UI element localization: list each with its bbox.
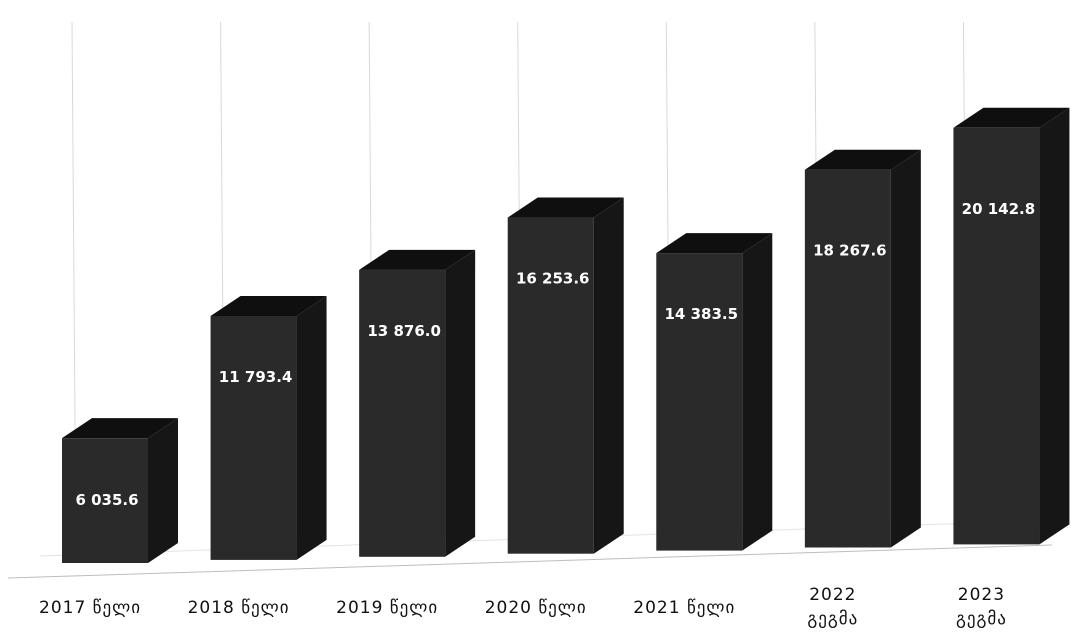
bar — [656, 233, 773, 551]
bar — [804, 149, 921, 548]
bar-side-face — [593, 197, 624, 554]
floor-front-edge — [7, 544, 1053, 579]
category-label-line: 2023 — [958, 585, 1005, 605]
bar-top-face — [804, 149, 921, 170]
category-label: 2019 წელი — [336, 598, 438, 618]
category-label: 2018 წელი — [188, 598, 290, 618]
bar-side-face — [296, 295, 327, 560]
category-label-line: გეგმა — [956, 609, 1007, 629]
category-label: 2023 გეგმა — [956, 585, 1007, 629]
bar-side-face — [890, 149, 921, 548]
bar-front-face — [656, 253, 743, 551]
bar-top-face — [656, 233, 773, 254]
bar — [953, 107, 1070, 545]
bar-front-face — [62, 438, 148, 563]
category-label-line: 2017 წელი — [39, 598, 141, 618]
bar-top-face — [359, 249, 476, 270]
bar-front-face — [359, 269, 446, 557]
bar-side-face — [1039, 107, 1070, 545]
category-label: 2017 წელი — [39, 598, 141, 618]
bar-side-face — [445, 249, 476, 557]
bar — [210, 295, 327, 560]
category-label: 2021 წელი — [633, 598, 735, 618]
bars — [62, 107, 1070, 563]
bar-side-face — [148, 418, 178, 563]
category-label-line: 2022 — [809, 585, 856, 605]
category-label-line: 2021 წელი — [633, 598, 735, 618]
category-label-line: 2020 წელი — [485, 598, 587, 618]
category-label-line: 2019 წელი — [336, 598, 438, 618]
data-label: 11 793.4 — [219, 368, 293, 386]
category-label: 2020 წელი — [485, 598, 587, 618]
category-label-line: 2018 წელი — [188, 598, 290, 618]
bar — [507, 197, 624, 554]
bar — [359, 249, 476, 557]
data-label: 16 253.6 — [516, 270, 590, 288]
data-label: 14 383.5 — [665, 305, 739, 323]
bar-top-face — [507, 197, 624, 218]
category-label: 2022 გეგმა — [807, 585, 858, 629]
data-label: 18 267.6 — [813, 242, 887, 260]
category-labels: 2017 წელი 2018 წელი 2019 წელი 2020 წელი 2021… — [39, 585, 1007, 629]
bar-front-face — [507, 217, 594, 554]
data-label: 6 035.6 — [75, 491, 138, 509]
bar — [62, 418, 178, 563]
bar-side-face — [742, 233, 773, 551]
bar-top-face — [953, 107, 1070, 128]
bar-front-face — [210, 315, 297, 560]
category-label-line: გეგმა — [807, 609, 858, 629]
bar-top-face — [210, 295, 327, 316]
data-label: 13 876.0 — [367, 322, 441, 340]
bar-front-face — [804, 169, 891, 548]
data-label: 20 142.8 — [962, 200, 1036, 218]
bar-front-face — [953, 127, 1040, 545]
data-labels: 6 035.6 11 793.4 13 876.0 16 253.6 14 383.5 1… — [75, 200, 1035, 509]
bar-top-face — [62, 418, 178, 439]
